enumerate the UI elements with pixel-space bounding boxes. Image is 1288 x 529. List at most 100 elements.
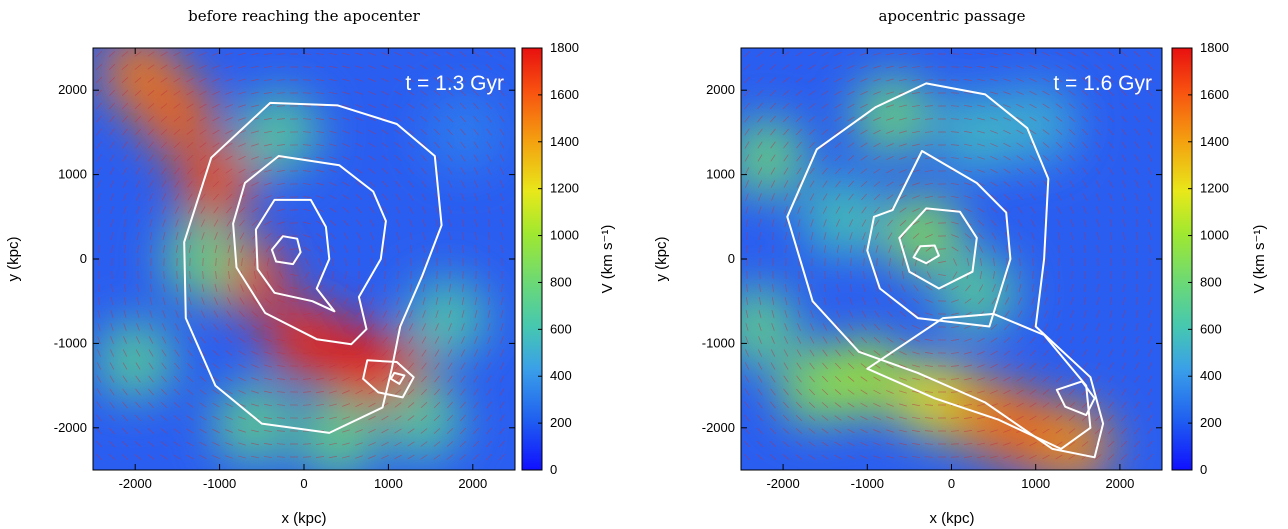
- velocity-arrow: [1056, 206, 1062, 214]
- velocity-arrow: [394, 77, 402, 83]
- velocity-arrow: [264, 325, 272, 329]
- velocity-arrow: [912, 182, 920, 186]
- velocity-arrow: [447, 141, 453, 149]
- velocity-arrow: [902, 257, 904, 267]
- velocity-arrow: [1107, 454, 1115, 460]
- velocity-arrow: [1068, 51, 1076, 57]
- velocity-arrow: [304, 271, 310, 279]
- velocity-arrow: [990, 194, 998, 200]
- velocity-arrow: [1029, 52, 1037, 56]
- velocity-arrow: [213, 206, 219, 214]
- velocity-arrow: [964, 195, 972, 199]
- velocity-arrow: [331, 271, 335, 279]
- velocity-arrow: [1107, 77, 1115, 83]
- velocity-arrow: [784, 336, 788, 344]
- velocity-arrow: [1134, 440, 1140, 448]
- velocity-arrow: [213, 323, 219, 331]
- velocity-arrow: [148, 167, 154, 175]
- velocity-arrow: [459, 427, 467, 435]
- velocity-arrow: [834, 103, 842, 109]
- velocity-arrow: [810, 310, 814, 318]
- velocity-arrow: [329, 416, 337, 420]
- velocity-arrow: [811, 283, 813, 293]
- velocity-arrow: [174, 206, 180, 214]
- velocity-arrow: [965, 245, 971, 253]
- velocity-arrow: [757, 375, 763, 383]
- velocity-arrow: [239, 219, 245, 227]
- velocity-arrow: [409, 232, 413, 240]
- velocity-arrow: [771, 310, 775, 318]
- velocity-arrow: [990, 350, 998, 356]
- velocity-arrow: [407, 454, 415, 460]
- velocity-arrow: [251, 65, 259, 69]
- velocity-hotspot: [162, 219, 243, 299]
- velocity-arrow: [1081, 128, 1089, 136]
- velocity-arrow: [316, 182, 324, 186]
- velocity-arrow: [911, 79, 921, 81]
- velocity-arrow: [873, 416, 881, 420]
- velocity-arrow: [849, 245, 853, 253]
- velocity-arrow: [368, 336, 376, 344]
- y-tick-label: -1000: [702, 335, 735, 350]
- velocity-arrow: [200, 323, 206, 331]
- velocity-arrow: [899, 117, 907, 121]
- velocity-arrow: [821, 103, 829, 109]
- velocity-arrow: [110, 219, 114, 227]
- velocity-arrow: [1120, 64, 1128, 70]
- velocity-arrow: [797, 219, 801, 227]
- velocity-arrow: [757, 102, 763, 110]
- velocity-arrow: [873, 91, 881, 95]
- velocity-arrow: [486, 167, 492, 175]
- velocity-arrow: [408, 206, 414, 214]
- velocity-arrow: [1136, 231, 1138, 241]
- velocity-arrow: [460, 180, 466, 188]
- velocity-arrow: [1003, 155, 1011, 161]
- velocity-arrow: [174, 154, 180, 162]
- velocity-arrow: [783, 167, 789, 175]
- velocity-arrow: [408, 167, 414, 175]
- velocity-arrow: [149, 310, 153, 318]
- velocity-arrow: [873, 429, 881, 433]
- velocity-arrow: [744, 375, 750, 383]
- velocity-arrow: [924, 391, 934, 393]
- velocity-arrow: [420, 90, 428, 96]
- velocity-arrow: [964, 182, 972, 186]
- velocity-arrow: [977, 377, 985, 381]
- velocity-arrow: [187, 362, 193, 370]
- velocity-arrow: [1083, 219, 1087, 227]
- velocity-arrow: [863, 257, 865, 267]
- velocity-arrow: [1016, 129, 1024, 135]
- velocity-arrow: [925, 195, 933, 199]
- velocity-arrow: [1148, 206, 1152, 214]
- velocity-arrow: [991, 297, 997, 305]
- velocity-arrow: [446, 115, 454, 123]
- density-contours: [183, 101, 443, 434]
- velocity-arrow: [1149, 231, 1151, 241]
- velocity-arrow: [821, 441, 829, 447]
- velocity-arrow: [122, 141, 128, 149]
- velocity-arrow: [847, 142, 855, 148]
- velocity-arrow: [240, 284, 244, 292]
- velocity-arrow: [1042, 362, 1050, 370]
- velocity-arrow: [1003, 337, 1011, 343]
- velocity-arrow: [1004, 297, 1010, 305]
- velocity-arrow: [1120, 453, 1128, 461]
- velocity-arrow: [1134, 362, 1140, 370]
- velocity-arrow: [302, 404, 312, 406]
- velocity-arrow: [912, 169, 920, 173]
- velocity-arrow: [160, 51, 168, 57]
- velocity-arrow: [744, 401, 750, 409]
- velocity-arrow: [911, 92, 921, 94]
- velocity-arrow: [186, 142, 194, 148]
- velocity-arrow: [251, 377, 259, 381]
- velocity-arrow: [744, 362, 750, 370]
- velocity-arrow: [758, 219, 762, 227]
- velocity-arrow: [886, 337, 894, 343]
- velocity-arrow: [342, 455, 350, 459]
- velocity-arrow: [447, 180, 453, 188]
- velocity-arrow: [407, 116, 415, 122]
- velocity-arrow: [276, 417, 286, 419]
- velocity-arrow: [1147, 115, 1153, 123]
- velocity-arrow: [860, 402, 868, 408]
- velocity-arrow: [862, 245, 866, 253]
